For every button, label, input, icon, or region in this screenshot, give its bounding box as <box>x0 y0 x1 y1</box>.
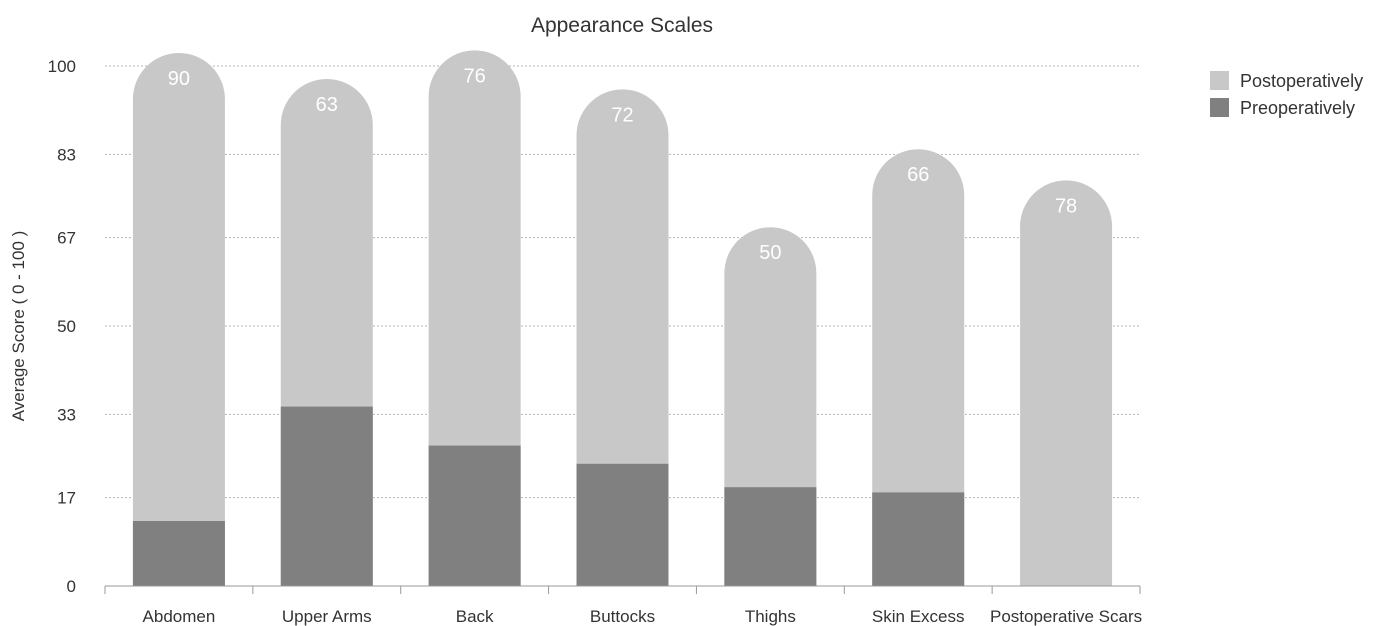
x-tick-label: Postoperative Scars <box>990 607 1142 626</box>
bars: 90 63 76 72 50 66 78 <box>132 50 1113 587</box>
x-tick-label: Upper Arms <box>282 607 372 626</box>
y-tick-label: 67 <box>57 229 76 248</box>
y-tick-label: 50 <box>57 317 76 336</box>
y-tick-label: 17 <box>57 489 76 508</box>
legend-swatch <box>1210 71 1229 90</box>
legend-label: Preoperatively <box>1240 98 1355 118</box>
legend-label: Postoperatively <box>1240 71 1363 91</box>
bar-data-label: 63 <box>316 94 338 116</box>
chart-title: Appearance Scales <box>531 14 713 37</box>
bar-preoperatively <box>576 463 669 586</box>
x-tick-label: Thighs <box>745 607 796 626</box>
bar-postoperatively <box>576 89 669 586</box>
bar-preoperatively <box>872 492 965 586</box>
bar-data-label: 66 <box>907 164 929 186</box>
bar-postoperatively <box>872 149 965 586</box>
y-tick-label: 83 <box>57 145 76 164</box>
legend-swatch <box>1210 98 1229 117</box>
bar-preoperatively <box>724 487 817 586</box>
bar-preoperatively <box>428 445 521 586</box>
bar-preoperatively <box>280 406 373 586</box>
y-tick-label: 0 <box>67 577 76 596</box>
bar-data-label: 50 <box>759 242 781 264</box>
bar-data-label: 76 <box>464 65 486 87</box>
x-tick-label: Abdomen <box>143 607 216 626</box>
bar-postoperatively <box>1020 180 1113 586</box>
bar-postoperatively <box>132 53 225 587</box>
axes: 0 17 33 50 67 83 100 Abdomen Upper Arms Back Butto… <box>48 57 1143 626</box>
x-tick-label: Skin Excess <box>872 607 965 626</box>
y-tick-label: 33 <box>57 405 76 424</box>
y-tick-label: 100 <box>48 57 76 76</box>
x-tick-label: Buttocks <box>590 607 655 626</box>
legend: Postoperatively Preoperatively <box>1210 71 1363 118</box>
bar-data-label: 90 <box>168 68 190 90</box>
bar-data-label: 72 <box>611 104 633 126</box>
x-tick-label: Back <box>456 607 494 626</box>
bar-data-label: 78 <box>1055 195 1077 217</box>
y-axis-label: Average Score ( 0 - 100 ) <box>9 231 28 422</box>
bar-preoperatively <box>132 521 225 586</box>
